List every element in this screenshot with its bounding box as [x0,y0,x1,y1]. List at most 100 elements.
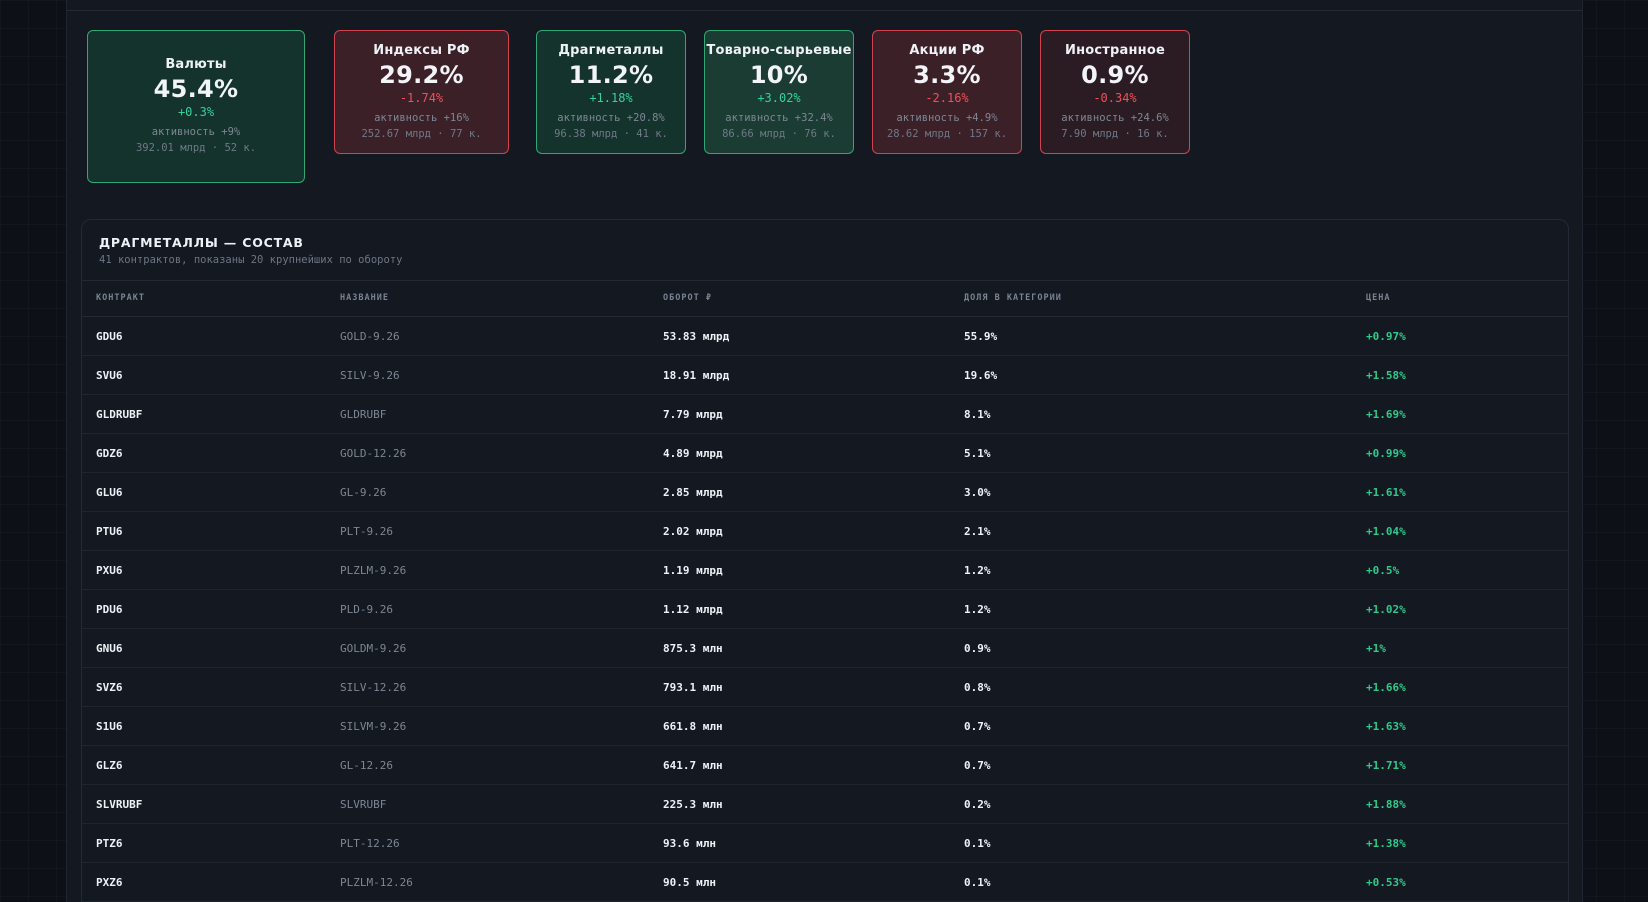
cell-name: PLT-9.26 [340,525,393,538]
cell-name: GLDRUBF [340,408,387,421]
cell-name: PLD-9.26 [340,603,393,616]
table-row[interactable]: GDZ6 GOLD-12.26 4.89 млрд 5.1% +0.99% [82,434,1568,473]
table-row[interactable]: PXZ6 PLZLM-12.26 90.5 млн 0.1% +0.53% [82,863,1568,902]
cell-turnover: 93.6 млн [663,837,716,850]
cell-share: 0.9% [964,642,991,655]
card-volume: 28.62 млрд · 157 к. [886,128,1008,140]
cell-share: 55.9% [964,330,998,343]
table-row[interactable]: SLVRUBF SLVRUBF 225.3 млн 0.2% +1.88% [82,785,1568,824]
category-card-currencies[interactable]: Валюты 45.4% +0.3% активность +9% 392.01… [87,30,305,183]
card-activity: активность +16% [374,112,469,124]
cell-price: +0.99% [1366,447,1406,460]
category-card-ru-stocks[interactable]: Акции РФ 3.3% -2.16% активность +4.9% 28… [872,30,1022,154]
column-header-turnover[interactable]: ОБОРОТ ₽ [663,293,712,303]
cell-turnover: 1.12 млрд [663,603,723,616]
table-row[interactable]: GLDRUBF GLDRUBF 7.79 млрд 8.1% +1.69% [82,395,1568,434]
cell-share: 8.1% [964,408,991,421]
table-row[interactable]: SVZ6 SILV-12.26 793.1 млн 0.8% +1.66% [82,668,1568,707]
cell-name: GOLD-12.26 [340,447,407,460]
composition-section: ДРАГМЕТАЛЛЫ — СОСТАВ 41 контрактов, пока… [81,219,1569,902]
table-row[interactable]: PTZ6 PLT-12.26 93.6 млн 0.1% +1.38% [82,824,1568,863]
card-activity: активность +24.6% [1061,112,1169,124]
category-card-precious-metals[interactable]: Драгметаллы 11.2% +1.18% активность +20.… [536,30,686,154]
cell-price: +1.38% [1366,837,1406,850]
cell-turnover: 661.8 млн [663,720,723,733]
cell-name: GOLDM-9.26 [340,642,407,655]
cell-turnover: 53.83 млрд [663,330,730,343]
cell-turnover: 793.1 млн [663,681,723,694]
card-activity: активность +20.8% [557,112,665,124]
card-volume: 392.01 млрд · 52 к. [135,142,257,154]
cell-price: +1.66% [1366,681,1406,694]
cell-price: +1.71% [1366,759,1406,772]
table-row[interactable]: GLU6 GL-9.26 2.85 млрд 3.0% +1.61% [82,473,1568,512]
table-row[interactable]: S1U6 SILVM-9.26 661.8 млн 0.7% +1.63% [82,707,1568,746]
cell-turnover: 2.85 млрд [663,486,723,499]
cell-turnover: 18.91 млрд [663,369,730,382]
table-row[interactable]: GLZ6 GL-12.26 641.7 млн 0.7% +1.71% [82,746,1568,785]
cell-contract: PTU6 [96,525,123,538]
column-header-contract[interactable]: КОНТРАКТ [96,293,145,303]
cell-name: GOLD-9.26 [340,330,400,343]
cell-contract: S1U6 [96,720,123,733]
card-volume: 86.66 млрд · 76 к. [722,128,836,140]
card-volume: 7.90 млрд · 16 к. [1061,128,1169,140]
cell-name: PLT-12.26 [340,837,400,850]
cell-price: +1.88% [1366,798,1406,811]
table-header: КОНТРАКТ НАЗВАНИЕ ОБОРОТ ₽ ДОЛЯ В КАТЕГО… [82,280,1568,317]
category-card-foreign[interactable]: Иностранное 0.9% -0.34% активность +24.6… [1040,30,1190,154]
cell-contract: PDU6 [96,603,123,616]
table-row[interactable]: SVU6 SILV-9.26 18.91 млрд 19.6% +1.58% [82,356,1568,395]
table-row[interactable]: PDU6 PLD-9.26 1.12 млрд 1.2% +1.02% [82,590,1568,629]
card-change: +1.18% [589,91,633,105]
table-row[interactable]: PTU6 PLT-9.26 2.02 млрд 2.1% +1.04% [82,512,1568,551]
cell-price: +1% [1366,642,1386,655]
cell-contract: PTZ6 [96,837,123,850]
panel-divider [67,10,1582,11]
cell-turnover: 225.3 млн [663,798,723,811]
column-header-share[interactable]: ДОЛЯ В КАТЕГОРИИ [964,293,1062,303]
cell-turnover: 4.89 млрд [663,447,723,460]
cell-turnover: 875.3 млн [663,642,723,655]
cell-name: PLZLM-9.26 [340,564,407,577]
cell-share: 0.1% [964,876,991,889]
category-card-ru-indices[interactable]: Индексы РФ 29.2% -1.74% активность +16% … [334,30,509,154]
composition-table: КОНТРАКТ НАЗВАНИЕ ОБОРОТ ₽ ДОЛЯ В КАТЕГО… [82,280,1568,902]
cell-share: 19.6% [964,369,998,382]
cell-share: 2.1% [964,525,991,538]
card-share: 11.2% [568,61,654,89]
cell-name: SILV-9.26 [340,369,400,382]
card-name: Товарно-сырьевые [706,43,852,58]
card-name: Индексы РФ [373,43,470,58]
card-name: Акции РФ [909,43,985,58]
card-share: 29.2% [379,61,464,89]
cell-price: +1.04% [1366,525,1406,538]
card-activity: активность +4.9% [896,112,998,124]
card-share: 10% [749,61,809,89]
cell-turnover: 2.02 млрд [663,525,723,538]
cell-contract: GDU6 [96,330,123,343]
cell-contract: GDZ6 [96,447,123,460]
cell-price: +1.02% [1366,603,1406,616]
cell-contract: SLVRUBF [96,798,143,811]
table-row[interactable]: GDU6 GOLD-9.26 53.83 млрд 55.9% +0.97% [82,317,1568,356]
card-share: 0.9% [1081,61,1149,89]
cell-name: PLZLM-12.26 [340,876,413,889]
cell-contract: SVZ6 [96,681,123,694]
cell-price: +1.63% [1366,720,1406,733]
section-title: ДРАГМЕТАЛЛЫ — СОСТАВ [99,235,304,250]
table-row[interactable]: PXU6 PLZLM-9.26 1.19 млрд 1.2% +0.5% [82,551,1568,590]
table-row[interactable]: GNU6 GOLDM-9.26 875.3 млн 0.9% +1% [82,629,1568,668]
cell-name: SLVRUBF [340,798,387,811]
cell-contract: GLZ6 [96,759,123,772]
card-activity: активность +32.4% [725,112,833,124]
card-name: Валюты [165,57,227,72]
cell-contract: PXU6 [96,564,123,577]
column-header-name[interactable]: НАЗВАНИЕ [340,293,389,303]
category-card-commodities[interactable]: Товарно-сырьевые 10% +3.02% активность +… [704,30,854,154]
cell-turnover: 641.7 млн [663,759,723,772]
card-share: 45.4% [153,75,239,103]
column-header-price[interactable]: ЦЕНА [1366,293,1391,303]
cell-share: 0.7% [964,759,991,772]
section-subtitle: 41 контрактов, показаны 20 крупнейших по… [99,254,403,266]
